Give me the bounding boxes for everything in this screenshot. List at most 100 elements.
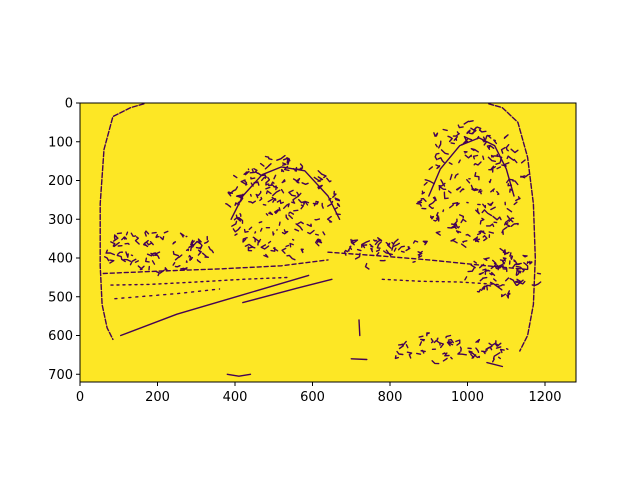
- tree-cluster-center-edge: [334, 197, 341, 202]
- shrub-mid-edge: [383, 249, 390, 255]
- tree-cluster-right-edge: [490, 165, 497, 171]
- tree-cluster-center-edge: [278, 221, 281, 226]
- tree-cluster-center-edge: [232, 226, 241, 233]
- shrub-right-edge: [479, 263, 485, 269]
- lens-border-left: [99, 103, 145, 341]
- tree-cluster-center-edge: [332, 190, 337, 198]
- tree-cluster-center-edge: [273, 185, 279, 191]
- tree-cluster-right-edge: [482, 235, 488, 242]
- shrub-left-edge: [191, 240, 201, 248]
- ground-clutter-edge: [416, 352, 422, 355]
- shrub-left-edge: [174, 265, 181, 268]
- shrub-left-edge: [137, 265, 145, 271]
- tree-cluster-right-edge: [510, 148, 519, 154]
- tree-cluster-right-edge: [512, 180, 519, 186]
- shrub-left-edge: [188, 254, 191, 258]
- tree-cluster-center-edge: [272, 231, 275, 236]
- tree-cluster-right-edge: [503, 134, 509, 139]
- shrub-right-edge: [499, 247, 505, 253]
- y-tick-label: 200: [48, 174, 73, 189]
- tree-cluster-center-edge: [317, 176, 324, 182]
- tree-cluster-center-edge: [326, 215, 333, 223]
- tree-cluster-center-edge: [235, 214, 241, 222]
- shrub-right-edge: [489, 281, 503, 288]
- shrub-right-edge: [499, 259, 505, 265]
- shrub-mid-edge: [349, 246, 353, 250]
- tree-cluster-right-edge: [486, 144, 491, 150]
- tree-cluster-center-edge: [281, 168, 285, 173]
- shrub-left-edge: [153, 251, 161, 256]
- tree-cluster-right-edge: [455, 230, 462, 234]
- tree-cluster-right-edge: [488, 202, 494, 206]
- tree-cluster-center-edge: [265, 186, 271, 190]
- shrub-left-edge: [204, 256, 209, 258]
- shrub-right-edge: [516, 279, 524, 286]
- tree-cluster-right-edge: [428, 205, 434, 210]
- ground-clutter-edge: [485, 346, 493, 351]
- shrub-mid-edge: [377, 237, 383, 242]
- shrub-right-edge: [485, 285, 488, 291]
- tree-cluster-right-edge: [476, 126, 482, 131]
- ground-clutter-edge: [419, 341, 423, 346]
- shrub-left-edge: [103, 256, 110, 262]
- tree-cluster-right-edge: [472, 237, 477, 241]
- shrub-mid-edge: [376, 252, 380, 256]
- x-axis: 0 200 400 600 800 1000 1200: [76, 382, 562, 405]
- tree-cluster-right-edge: [464, 154, 472, 159]
- tree-cluster-center-edge: [283, 229, 286, 233]
- tree-cluster-center-edge: [244, 170, 250, 176]
- tree-cluster-center-edge: [254, 231, 257, 234]
- tree-cluster-center-edge: [276, 154, 286, 161]
- shrub-left-edge: [180, 267, 185, 270]
- tree-cluster-center-edge: [259, 162, 265, 167]
- tree-cluster-center-edge: [249, 193, 252, 197]
- shrub-mid-edge: [376, 244, 381, 249]
- tree-cluster-right-edge: [488, 231, 494, 234]
- tree-cluster-center-edge: [292, 238, 295, 241]
- tree-cluster-center-edge: [288, 189, 297, 197]
- shrub-left-edge: [201, 252, 207, 257]
- tree-cluster-right-edge: [438, 185, 447, 191]
- tree-cluster-center-edge: [248, 246, 254, 249]
- shrub-left-edge: [199, 242, 203, 250]
- shrub-left-edge: [188, 240, 195, 249]
- shrub-right-edge: [490, 264, 501, 270]
- shrub-left-edge: [117, 251, 124, 255]
- tree-cluster-right-edge: [447, 190, 452, 194]
- ground-clutter-edge: [505, 348, 509, 350]
- tree-cluster-center-edge: [292, 177, 301, 183]
- shrub-right-edge: [467, 267, 475, 273]
- shrub-right-edge: [512, 263, 520, 269]
- y-tick-label: 400: [48, 252, 73, 267]
- shrub-left-edge: [149, 241, 154, 246]
- shrub-right-edge: [483, 257, 490, 261]
- shrub-mid-edge: [373, 239, 377, 242]
- tree-cluster-center-edge: [259, 196, 263, 202]
- shrub-right-edge: [476, 288, 481, 293]
- shrub-left-edge: [185, 260, 188, 263]
- shrub-right-edge: [509, 254, 514, 260]
- tree-cluster-center-edge: [291, 201, 296, 204]
- ground-clutter-edge: [439, 342, 445, 349]
- ground-mark-edge: [350, 358, 368, 361]
- ground-clutter-edge: [406, 351, 413, 354]
- tree-cluster-right-edge: [471, 188, 479, 192]
- tree-cluster-right-edge: [440, 179, 446, 187]
- shrub-right-edge: [522, 254, 528, 258]
- tree-cluster-center-edge: [336, 202, 341, 207]
- tree-cluster-right-edge: [490, 154, 494, 158]
- tree-cluster-center-edge: [272, 189, 281, 197]
- shrub-mid-edge: [356, 248, 362, 252]
- tree-cluster-center-edge: [267, 184, 275, 188]
- shrub-mid-edge: [374, 239, 381, 246]
- x-tick-label: 600: [300, 390, 325, 405]
- x-tick-label: 400: [223, 390, 248, 405]
- tree-cluster-right-edge: [513, 158, 518, 164]
- tree-cluster-center-edge: [272, 198, 276, 203]
- shrub-left-edge: [134, 236, 140, 245]
- tree-cluster-center-edge: [288, 211, 295, 215]
- ground-clutter-edge: [475, 347, 480, 353]
- tree-cluster-center-edge: [286, 157, 291, 162]
- tree-cluster-center-edge: [260, 227, 263, 232]
